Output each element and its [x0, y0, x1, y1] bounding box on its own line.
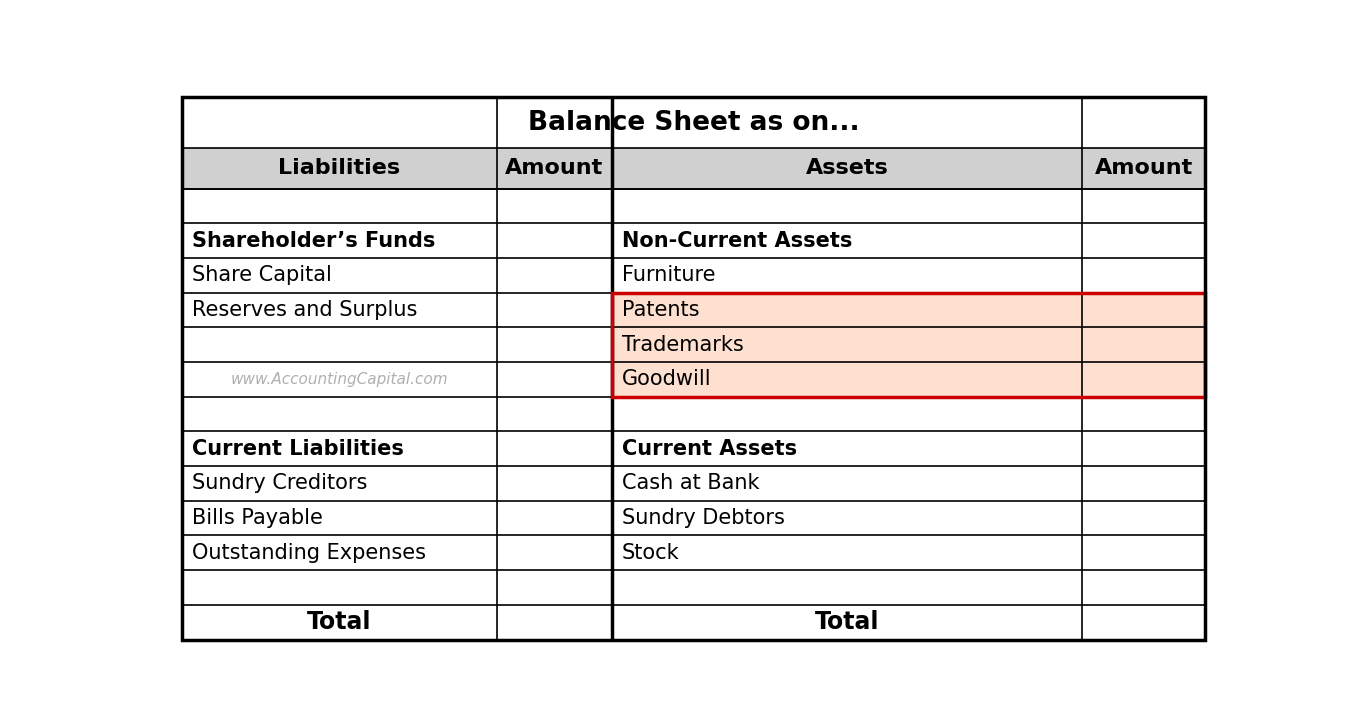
Text: Liabilities: Liabilities: [279, 158, 400, 178]
Text: Total: Total: [307, 610, 372, 634]
Bar: [1082, 501, 1206, 535]
Text: Share Capital: Share Capital: [192, 265, 331, 285]
Bar: [497, 189, 612, 223]
Text: Current Liabilities: Current Liabilities: [192, 439, 405, 459]
Bar: [181, 501, 497, 535]
Bar: [1082, 605, 1206, 639]
Bar: [181, 328, 497, 362]
Text: Assets: Assets: [805, 158, 889, 178]
Bar: [497, 293, 612, 328]
Bar: [612, 328, 1082, 362]
Bar: [1082, 432, 1206, 466]
Text: Goodwill: Goodwill: [622, 369, 712, 389]
Text: Balance Sheet as on...: Balance Sheet as on...: [528, 110, 859, 135]
Bar: [497, 362, 612, 397]
Bar: [497, 501, 612, 535]
Bar: [181, 397, 497, 432]
Bar: [497, 397, 612, 432]
Bar: [181, 258, 497, 293]
Bar: [181, 223, 497, 258]
Bar: [181, 605, 497, 639]
Bar: [612, 466, 1082, 501]
Bar: [1082, 570, 1206, 605]
Bar: [612, 535, 1082, 570]
Bar: [612, 189, 1082, 223]
Bar: [497, 570, 612, 605]
Bar: [181, 466, 497, 501]
Bar: [1082, 397, 1206, 432]
Text: Patents: Patents: [622, 300, 700, 320]
Bar: [1082, 362, 1206, 397]
Bar: [612, 570, 1082, 605]
Bar: [612, 501, 1082, 535]
Text: Amount: Amount: [505, 158, 603, 178]
Bar: [1082, 535, 1206, 570]
Text: Trademarks: Trademarks: [622, 335, 744, 355]
Text: Non-Current Assets: Non-Current Assets: [622, 231, 852, 250]
Text: Stock: Stock: [622, 543, 679, 563]
Bar: [1082, 293, 1206, 328]
Bar: [181, 98, 1206, 148]
Text: Sundry Creditors: Sundry Creditors: [192, 473, 368, 494]
Bar: [1082, 258, 1206, 293]
Text: Outstanding Expenses: Outstanding Expenses: [192, 543, 426, 563]
Bar: [497, 258, 612, 293]
Bar: [181, 189, 497, 223]
Text: Shareholder’s Funds: Shareholder’s Funds: [192, 231, 436, 250]
Bar: [181, 432, 497, 466]
Bar: [1082, 223, 1206, 258]
Bar: [181, 570, 497, 605]
Bar: [497, 328, 612, 362]
Text: Amount: Amount: [1095, 158, 1193, 178]
Bar: [181, 535, 497, 570]
Bar: [181, 362, 497, 397]
Bar: [612, 293, 1082, 328]
Text: Cash at Bank: Cash at Bank: [622, 473, 759, 494]
Text: Bills Payable: Bills Payable: [192, 508, 323, 528]
Bar: [612, 258, 1082, 293]
Text: Sundry Debtors: Sundry Debtors: [622, 508, 785, 528]
Bar: [612, 293, 1206, 397]
Bar: [181, 293, 497, 328]
Bar: [1082, 466, 1206, 501]
Bar: [497, 223, 612, 258]
Bar: [1082, 328, 1206, 362]
Text: Furniture: Furniture: [622, 265, 716, 285]
Bar: [497, 432, 612, 466]
Bar: [497, 535, 612, 570]
Bar: [612, 397, 1082, 432]
Bar: [612, 223, 1082, 258]
Text: Current Assets: Current Assets: [622, 439, 797, 459]
Bar: [181, 148, 1206, 189]
Text: Total: Total: [815, 610, 879, 634]
Bar: [497, 466, 612, 501]
Text: www.AccountingCapital.com: www.AccountingCapital.com: [230, 372, 448, 387]
Text: Reserves and Surplus: Reserves and Surplus: [192, 300, 418, 320]
Bar: [497, 605, 612, 639]
Bar: [1082, 189, 1206, 223]
Bar: [612, 605, 1082, 639]
Bar: [612, 362, 1082, 397]
Bar: [612, 432, 1082, 466]
